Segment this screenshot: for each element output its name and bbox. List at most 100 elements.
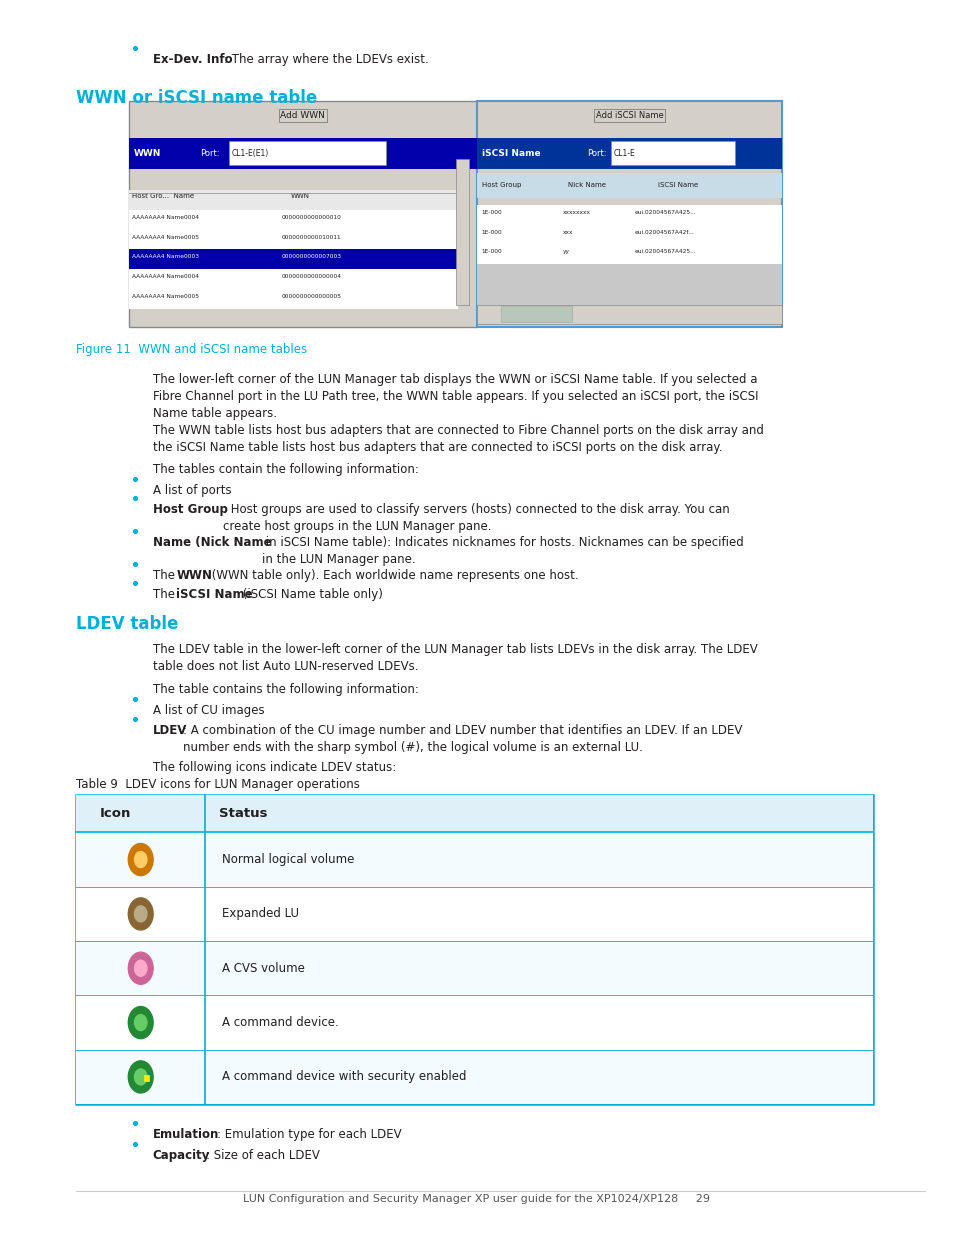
Text: Add iSCSI Name: Add iSCSI Name: [595, 111, 663, 120]
Text: LUN Configuration and Security Manager XP user guide for the XP1024/XP128     29: LUN Configuration and Security Manager X…: [243, 1194, 710, 1204]
Text: The: The: [152, 588, 178, 601]
Circle shape: [134, 852, 147, 867]
Text: Ex-Dev. Info: Ex-Dev. Info: [152, 53, 232, 67]
Text: 0000000000000005: 0000000000000005: [281, 294, 341, 299]
Text: A list of ports: A list of ports: [152, 484, 231, 498]
Text: : Emulation type for each LDEV: : Emulation type for each LDEV: [216, 1128, 401, 1141]
Text: Normal logical volume: Normal logical volume: [222, 853, 355, 866]
FancyBboxPatch shape: [129, 289, 457, 309]
Text: xxx: xxx: [562, 230, 573, 235]
Text: iSCSI Name: iSCSI Name: [658, 183, 698, 188]
Text: CL1-E: CL1-E: [613, 148, 635, 158]
FancyBboxPatch shape: [476, 138, 781, 169]
Text: Name (Nick Name: Name (Nick Name: [152, 536, 271, 550]
Text: The table contains the following information:: The table contains the following informa…: [152, 683, 418, 697]
Text: yy: yy: [562, 249, 569, 254]
FancyBboxPatch shape: [229, 141, 386, 165]
Circle shape: [128, 898, 152, 930]
FancyBboxPatch shape: [456, 159, 469, 305]
Text: (WWN table only). Each worldwide name represents one host.: (WWN table only). Each worldwide name re…: [208, 569, 578, 583]
Text: Host Gro...  Name: Host Gro... Name: [132, 193, 193, 199]
Circle shape: [128, 844, 152, 876]
Text: Figure 11  WWN and iSCSI name tables: Figure 11 WWN and iSCSI name tables: [76, 343, 307, 357]
Text: eui.02004567A425...: eui.02004567A425...: [634, 249, 696, 254]
FancyBboxPatch shape: [610, 141, 734, 165]
Text: AAAAAAA4 Name0005: AAAAAAA4 Name0005: [132, 235, 198, 240]
Text: CL1-E(E1): CL1-E(E1): [232, 148, 269, 158]
Text: Nick Name: Nick Name: [567, 183, 605, 188]
Text: LDEV: LDEV: [152, 724, 187, 737]
Text: The LDEV table in the lower-left corner of the LUN Manager tab lists LDEVs in th: The LDEV table in the lower-left corner …: [152, 643, 757, 673]
FancyBboxPatch shape: [76, 995, 872, 1050]
Text: The lower-left corner of the LUN Manager tab displays the WWN or iSCSI Name tabl: The lower-left corner of the LUN Manager…: [152, 373, 758, 420]
Text: Host Group: Host Group: [152, 503, 227, 516]
Text: The: The: [152, 569, 178, 583]
Circle shape: [128, 1007, 152, 1039]
Text: The following icons indicate LDEV status:: The following icons indicate LDEV status…: [152, 761, 395, 774]
Text: iSCSI Name: iSCSI Name: [481, 148, 539, 158]
Text: 0000000000000004: 0000000000000004: [281, 274, 341, 279]
FancyBboxPatch shape: [129, 210, 457, 230]
Text: 0000000000007003: 0000000000007003: [281, 254, 341, 259]
Circle shape: [134, 961, 147, 976]
Circle shape: [128, 952, 152, 984]
Circle shape: [134, 906, 147, 921]
FancyBboxPatch shape: [476, 245, 781, 264]
Text: AAAAAAA4 Name0005: AAAAAAA4 Name0005: [132, 294, 198, 299]
Text: AAAAAAA4 Name0004: AAAAAAA4 Name0004: [132, 274, 198, 279]
Text: in iSCSI Name table): Indicates nicknames for hosts. Nicknames can be specified
: in iSCSI Name table): Indicates nickname…: [262, 536, 743, 566]
Text: Status: Status: [219, 808, 268, 820]
Text: A CVS volume: A CVS volume: [222, 962, 305, 974]
Text: 0000000000010011: 0000000000010011: [281, 235, 341, 240]
Text: A command device with security enabled: A command device with security enabled: [222, 1071, 466, 1083]
FancyBboxPatch shape: [129, 138, 476, 169]
Text: AAAAAAA4 Name0004: AAAAAAA4 Name0004: [132, 215, 198, 220]
Text: eui.02004567A42f...: eui.02004567A42f...: [634, 230, 694, 235]
FancyBboxPatch shape: [129, 269, 457, 289]
FancyBboxPatch shape: [129, 230, 457, 249]
FancyBboxPatch shape: [76, 941, 872, 995]
Text: : The array where the LDEVs exist.: : The array where the LDEVs exist.: [224, 53, 429, 67]
Text: iSCSI Name: iSCSI Name: [176, 588, 253, 601]
Text: Port:: Port:: [586, 148, 605, 158]
FancyBboxPatch shape: [144, 1074, 150, 1081]
Text: eui.02004567A425...: eui.02004567A425...: [634, 210, 696, 215]
FancyBboxPatch shape: [476, 264, 781, 305]
Text: WWN: WWN: [291, 193, 310, 199]
Text: The tables contain the following information:: The tables contain the following informa…: [152, 463, 418, 477]
Text: AAAAAAA4 Name0003: AAAAAAA4 Name0003: [132, 254, 198, 259]
Text: LDEV table: LDEV table: [76, 615, 178, 634]
Text: Port:: Port:: [200, 148, 219, 158]
Text: A command device.: A command device.: [222, 1016, 338, 1029]
Text: 0000000000000010: 0000000000000010: [281, 215, 341, 220]
FancyBboxPatch shape: [500, 306, 572, 322]
Text: : A combination of the CU image number and LDEV number that identifies an LDEV. : : A combination of the CU image number a…: [183, 724, 741, 753]
Text: 1E-000: 1E-000: [481, 249, 502, 254]
Circle shape: [134, 1015, 147, 1030]
FancyBboxPatch shape: [476, 173, 781, 198]
Text: Expanded LU: Expanded LU: [222, 908, 299, 920]
Text: The WWN table lists host bus adapters that are connected to Fibre Channel ports : The WWN table lists host bus adapters th…: [152, 424, 762, 453]
FancyBboxPatch shape: [476, 101, 781, 327]
Circle shape: [134, 1070, 147, 1086]
Text: Add WWN: Add WWN: [280, 111, 325, 120]
Text: : Size of each LDEV: : Size of each LDEV: [206, 1149, 319, 1162]
FancyBboxPatch shape: [76, 832, 872, 887]
Text: 1E-000: 1E-000: [481, 210, 502, 215]
FancyBboxPatch shape: [476, 205, 781, 225]
Text: : Host groups are used to classify servers (hosts) connected to the disk array. : : Host groups are used to classify serve…: [223, 503, 729, 532]
Text: Emulation: Emulation: [152, 1128, 219, 1141]
Text: 1E-000: 1E-000: [481, 230, 502, 235]
Text: Host Group: Host Group: [481, 183, 520, 188]
Text: (iSCSI Name table only): (iSCSI Name table only): [239, 588, 383, 601]
FancyBboxPatch shape: [129, 101, 476, 327]
Text: xxxxxxxx: xxxxxxxx: [562, 210, 590, 215]
Text: Icon: Icon: [100, 808, 132, 820]
FancyBboxPatch shape: [76, 1050, 872, 1104]
Text: A list of CU images: A list of CU images: [152, 704, 264, 718]
Text: WWN: WWN: [133, 148, 161, 158]
FancyBboxPatch shape: [476, 225, 781, 245]
FancyBboxPatch shape: [76, 795, 872, 1104]
Text: Capacity: Capacity: [152, 1149, 210, 1162]
FancyBboxPatch shape: [129, 190, 457, 212]
